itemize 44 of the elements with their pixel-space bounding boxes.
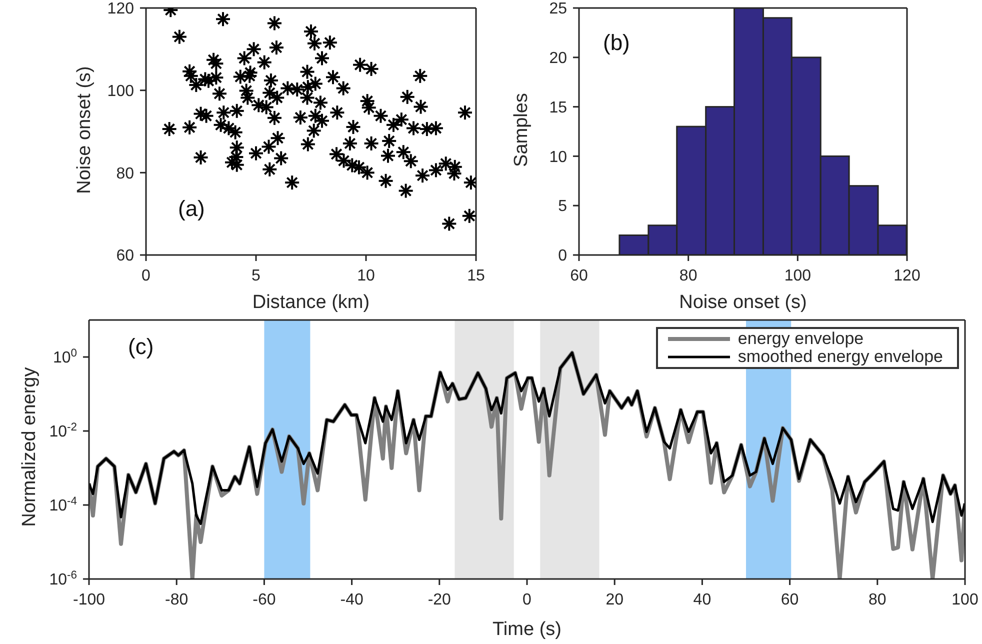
y-tick-label: 10 [549, 148, 568, 166]
y-tick-label: 60 [116, 248, 134, 265]
x-tick-label: 0 [522, 591, 532, 608]
x-tick-label: 15 [467, 267, 485, 284]
x-axis-title: Noise onset (s) [679, 292, 807, 314]
x-tick-label: 120 [894, 267, 920, 284]
x-tick-label: 5 [252, 267, 261, 284]
x-tick-label: 60 [780, 591, 799, 608]
x-tick-label: 10 [357, 267, 375, 284]
y-tick-label: 80 [116, 165, 134, 182]
y-tick-label: 5 [558, 198, 568, 216]
x-tick-label: 20 [606, 591, 624, 608]
y-tick-label: 10$^{0}$ [52, 348, 77, 367]
y-tick-label: 10$^{-6}$ [49, 570, 77, 589]
y-tick-label: 25 [549, 0, 568, 18]
x-tick-label: -20 [428, 591, 452, 608]
x-tick-label: 80 [868, 591, 886, 608]
y-tick-label: 120 [107, 0, 134, 18]
x-tick-label: 40 [693, 591, 712, 608]
y-tick-label: 10$^{-4}$ [49, 496, 77, 515]
y-tick-label: 10$^{-2}$ [49, 422, 77, 441]
x-tick-label: 0 [142, 267, 151, 284]
x-tick-label: 60 [570, 267, 588, 284]
annotation: (c) [128, 334, 154, 360]
x-tick-label: -100 [72, 591, 106, 608]
y-tick-label: 20 [549, 50, 568, 67]
x-tick-label: -40 [340, 591, 364, 608]
y-axis-title: Normalized energy [19, 367, 41, 527]
y-tick-label: 15 [549, 99, 568, 116]
y-axis-title: Samples [511, 93, 533, 167]
annotation: (b) [603, 30, 630, 56]
legend-label: energy envelope [738, 329, 864, 349]
legend-label: smoothed energy envelope [738, 347, 943, 367]
x-tick-label: 100 [952, 591, 978, 608]
x-axis-title: Distance (km) [252, 292, 370, 314]
x-tick-label: -80 [165, 591, 188, 608]
x-tick-label: 80 [679, 267, 698, 284]
y-tick-label: 0 [558, 248, 568, 265]
y-tick-label: 100 [107, 82, 134, 100]
y-axis-title: Noise onset (s) [74, 66, 96, 194]
x-tick-label: 100 [784, 267, 812, 284]
x-axis-title: Time (s) [492, 619, 562, 641]
x-tick-label: -60 [252, 591, 276, 608]
annotation: (a) [178, 196, 205, 222]
